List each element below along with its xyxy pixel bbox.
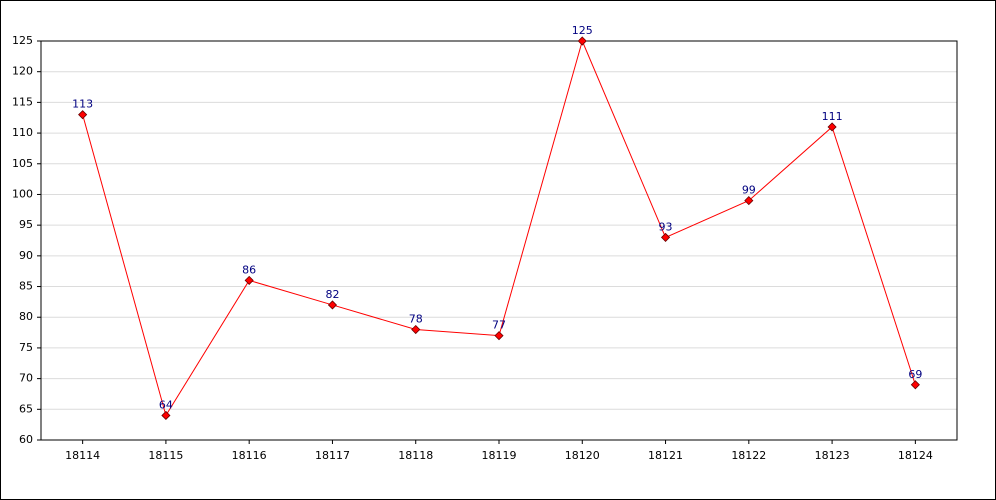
marker <box>411 324 421 335</box>
data-label: 86 <box>242 263 256 276</box>
marker <box>827 122 837 132</box>
data-label: 69 <box>908 368 922 381</box>
x-tick-label: 18118 <box>398 449 433 462</box>
x-tick-label: 18124 <box>898 449 933 462</box>
y-tick-label: 80 <box>19 310 33 323</box>
x-tick-label: 18120 <box>565 449 600 462</box>
y-tick-label: 90 <box>19 249 33 262</box>
marker <box>161 410 171 421</box>
y-tick-label: 70 <box>19 372 33 385</box>
x-tick-label: 18119 <box>482 449 517 462</box>
y-tick-label: 95 <box>19 218 33 231</box>
marker <box>744 196 754 206</box>
y-tick-label: 120 <box>12 65 33 78</box>
y-tick-label: 60 <box>19 433 33 446</box>
x-tick-label: 18122 <box>731 449 766 462</box>
marker <box>494 331 504 341</box>
marker <box>244 275 254 285</box>
marker <box>78 110 88 120</box>
marker <box>910 380 920 390</box>
y-tick-label: 105 <box>12 157 33 170</box>
data-label: 113 <box>72 98 93 111</box>
y-tick-label: 110 <box>12 126 33 139</box>
data-label: 77 <box>492 319 506 332</box>
x-tick-label: 18123 <box>815 449 850 462</box>
y-tick-label: 125 <box>12 34 33 47</box>
marker <box>327 300 338 310</box>
x-tick-label: 18116 <box>232 449 267 462</box>
data-label: 99 <box>742 184 756 197</box>
y-tick-label: 75 <box>19 341 33 354</box>
x-tick-label: 18121 <box>648 449 683 462</box>
marker <box>577 36 587 46</box>
marker <box>660 232 671 242</box>
data-label: 125 <box>572 24 593 37</box>
y-tick-label: 65 <box>19 402 33 415</box>
y-tick-label: 85 <box>19 280 33 293</box>
data-label: 111 <box>822 110 843 123</box>
data-label: 64 <box>159 398 173 411</box>
x-tick-label: 18117 <box>315 449 350 462</box>
x-tick-label: 18114 <box>65 449 100 462</box>
y-tick-label: 115 <box>12 95 33 108</box>
y-tick-label: 100 <box>12 187 33 200</box>
x-tick-label: 18115 <box>148 449 183 462</box>
data-label: 93 <box>659 220 673 233</box>
data-label: 82 <box>325 288 339 301</box>
data-label: 78 <box>409 313 423 326</box>
